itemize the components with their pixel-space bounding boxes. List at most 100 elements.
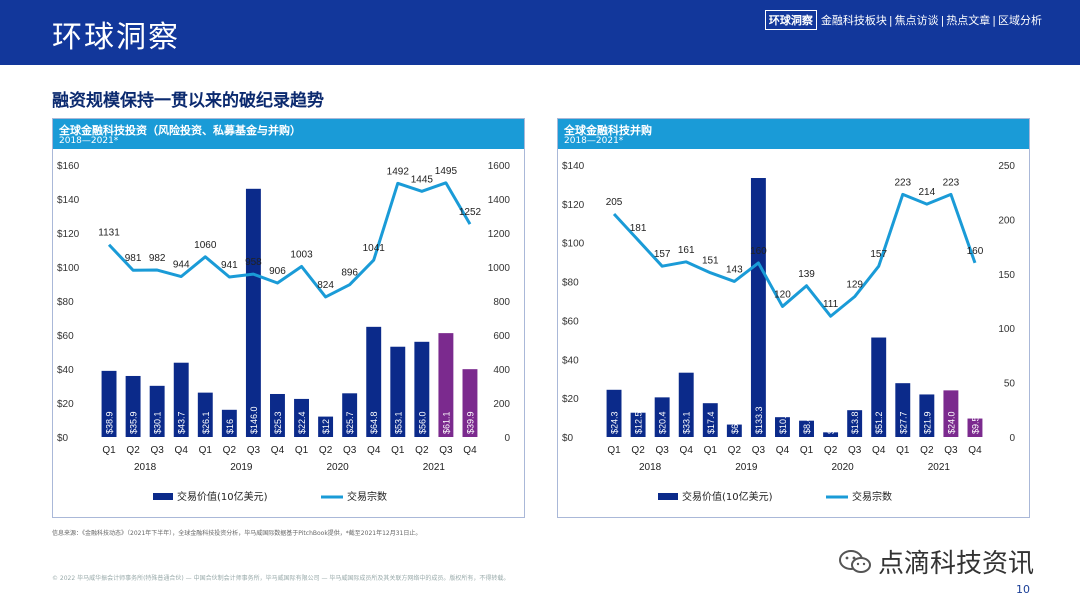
ma-chart: $0 $20 $40 $60 $80 $100 $120 $140 0 50 100 150 200 25… [562,161,1015,503]
page-title: 环球洞察 [52,20,180,55]
nav-item-fintech[interactable]: 金融科技板块 [820,14,887,27]
x-tick-label: Q1 [102,445,116,456]
x-tick-label: Q1 [391,445,405,456]
line-value-label: 223 [894,177,911,188]
x-tick-label: Q1 [704,445,718,456]
bar [221,409,237,437]
x-tick-label: Q3 [752,445,766,456]
bar [366,326,382,437]
x-tick-label: Q1 [896,445,910,456]
x-tick-label: Q4 [271,445,285,456]
nav-item-articles[interactable]: 热点文章 [946,14,991,27]
y-right-tick-label: 0 [1009,433,1015,444]
x-tick-label: Q4 [872,445,886,456]
bar [125,375,141,437]
line-value-label: 1060 [194,240,217,251]
legend-bar-label: 交易价值(10亿美元) [177,490,268,503]
line-value-label: 958 [245,257,262,268]
nav-separator: | [992,13,996,27]
chart-header: 全球金融科技并购 2018—2021* [558,119,1029,149]
y-left-tick-label: $120 [562,200,585,211]
bar-value-label: $35.9 [129,411,139,434]
bar-value-label: $51.2 [874,411,884,434]
bar [847,410,863,437]
y-left-tick-label: $0 [57,433,69,444]
x-tick-label: Q3 [655,445,669,456]
chart-subtitle: 2018—2021* [564,136,624,146]
x-tick-label: Q3 [439,445,453,456]
year-label: 2018 [639,462,662,473]
y-left-tick-label: $120 [57,229,80,240]
bar-value-label: $12.5 [634,411,644,434]
line-value-label: 1495 [435,166,458,177]
bar-value-label: $25.3 [273,411,283,434]
y-right-tick-label: 200 [998,215,1015,226]
line-value-label: 160 [750,246,767,257]
y-left-tick-label: $140 [562,161,585,172]
x-tick-label: Q2 [126,445,140,456]
bar-value-label: $17.4 [706,411,716,434]
y-right-tick-label: 600 [493,331,510,342]
x-tick-label: Q4 [680,445,694,456]
y-left-tick-label: $100 [562,239,585,250]
nav-item-interviews[interactable]: 焦点访谈 [894,14,939,27]
bar-value-label: $24.3 [610,411,620,434]
y-left-tick-label: $140 [57,195,80,206]
x-tick-label: Q3 [247,445,261,456]
bar-value-label: $53.1 [393,411,403,434]
y-left-tick-label: $20 [562,394,579,405]
year-label: 2018 [134,462,157,473]
line-value-label: 181 [630,223,647,234]
line-value-label: 981 [125,253,142,264]
y-right-tick-label: 400 [493,365,510,376]
x-tick-label: Q2 [728,445,742,456]
bar [630,412,646,437]
bar [294,398,309,437]
bar [823,432,839,437]
bar-value-label: $146.0 [249,406,259,434]
y-right-tick-label: 150 [998,270,1015,281]
x-tick-label: Q2 [824,445,838,456]
bar-value-label: $6.4 [730,416,740,434]
deal-count-line [107,181,472,299]
legend-bar-label: 交易价值(10亿美元) [682,490,773,503]
line-value-label: 129 [846,280,863,291]
bar [197,392,213,437]
nav-item-global-insight[interactable]: 环球洞察 [764,10,817,30]
y-right-tick-label: 1000 [488,263,511,274]
copyright-note: © 2022 毕马威华振会计师事务所(特殊普通合伙) — 中国合伙制会计师事务所… [52,575,510,582]
x-tick-label: Q1 [800,445,814,456]
watermark-text: 点滴科技资讯 [878,549,1035,579]
bar-value-label: $26.1 [201,411,211,434]
year-label: 2021 [928,462,951,473]
x-tick-label: Q2 [223,445,237,456]
bar [702,403,718,437]
y-right-tick-label: 100 [998,324,1015,335]
line-value-label: 214 [919,187,936,198]
chart-panel-ma: 全球金融科技并购 2018—2021* $0 $20 $40 $60 $80 $100 $1… [557,118,1030,518]
line-value-label: 151 [702,256,719,267]
bar-value-label: $64.8 [369,411,379,434]
y-left-tick-label: $100 [57,263,80,274]
line-value-label: 1492 [387,166,410,177]
bar-value-label: $38.9 [105,411,115,434]
bar-value-label: $22.4 [297,411,307,434]
line-value-label: 941 [221,260,238,271]
bar-value-label: $39.9 [465,411,475,434]
wechat-icon [839,549,871,573]
x-tick-label: Q3 [150,445,164,456]
line-value-label: 824 [317,280,334,291]
x-tick-label: Q3 [343,445,357,456]
bar [101,370,117,437]
line-value-label: 120 [774,289,791,300]
x-tick-label: Q2 [631,445,645,456]
x-tick-label: Q4 [968,445,982,456]
top-nav: 环球洞察 金融科技板块 | 焦点访谈 | 热点文章 | 区域分析 [764,10,1042,30]
x-tick-label: Q1 [607,445,621,456]
bar-value-label: $21.9 [922,411,932,434]
y-right-tick-label: 800 [493,297,510,308]
bar [462,369,478,437]
nav-item-regional[interactable]: 区域分析 [998,14,1042,27]
bar-value-label: $25.7 [345,411,355,434]
y-right-tick-label: 200 [493,399,510,410]
